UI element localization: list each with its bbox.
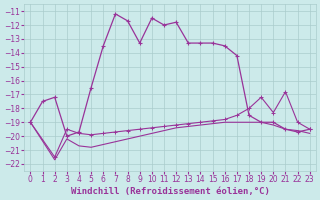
X-axis label: Windchill (Refroidissement éolien,°C): Windchill (Refroidissement éolien,°C) [71,187,269,196]
